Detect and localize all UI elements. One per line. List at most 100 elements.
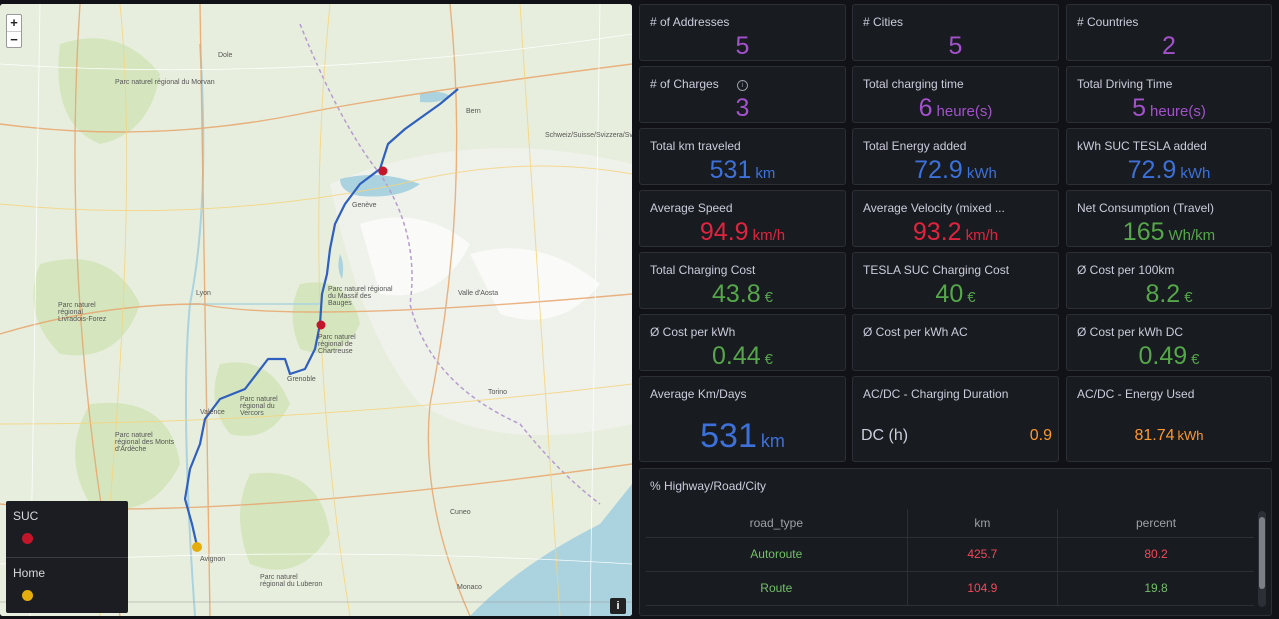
panel-driving-time[interactable]: Total Driving Time 5 heure(s): [1066, 66, 1272, 123]
map-label-grenoble: Grenoble: [287, 376, 316, 383]
value-unit: km/h: [752, 227, 786, 244]
column-header-road-type[interactable]: road_type: [646, 509, 908, 538]
panel-cost-100km[interactable]: Ø Cost per 100km 8.2 €: [1066, 252, 1272, 309]
panel-cost-kwh[interactable]: Ø Cost per kWh 0.44 €: [639, 314, 846, 371]
panel-title: Ø Cost per kWh AC: [863, 325, 968, 339]
value-number: 72.9: [914, 156, 963, 184]
value-number: 2: [1162, 32, 1176, 60]
cell-percent: 80.2: [1057, 537, 1254, 572]
panel-charging-time[interactable]: Total charging time 6 heure(s): [852, 66, 1059, 123]
table-scrollbar[interactable]: [1258, 511, 1266, 607]
value-number: 6: [918, 94, 933, 122]
route-map[interactable]: Parc naturel régional du Morvan Dole Ber…: [0, 4, 632, 616]
value-number: 3: [735, 94, 750, 122]
panel-title: # Countries: [1077, 15, 1138, 29]
panel-suc-cost[interactable]: TESLA SUC Charging Cost 40 €: [852, 252, 1059, 309]
value-number: 165: [1122, 218, 1165, 246]
value-number: 5: [1132, 94, 1147, 122]
map-label-ardeche: Parc naturel régional des Monts d'Ardèch…: [115, 432, 175, 453]
panel-title-text: kWh SUC TESLA added: [1077, 139, 1207, 153]
panel-value: 531 km: [640, 156, 845, 185]
panel-title: Net Consumption (Travel): [1077, 201, 1214, 215]
panel-title-text: # Cities: [863, 15, 904, 29]
map-label-lyon: Lyon: [196, 290, 211, 297]
panel-energy-added[interactable]: Total Energy added 72.9 kWh: [852, 128, 1059, 185]
table-row: Autoroute 425.7 80.2: [646, 537, 1254, 572]
zoom-control: + −: [6, 14, 22, 48]
map-legend: SUC Home: [6, 501, 128, 613]
panel-value: 0.49 €: [1067, 342, 1271, 371]
panel-cost-kwh-dc[interactable]: Ø Cost per kWh DC 0.49 €: [1066, 314, 1272, 371]
panel-title: AC/DC - Charging Duration: [863, 387, 1009, 401]
table-header-row: road_type km percent: [646, 509, 1254, 538]
column-header-percent[interactable]: percent: [1057, 509, 1254, 538]
panel-title: TESLA SUC Charging Cost: [863, 263, 1009, 277]
value-number: 0.44: [711, 342, 761, 370]
map-attribution-button[interactable]: i: [610, 598, 626, 614]
panel-title: Average Km/Days: [650, 387, 747, 401]
panel-value: 5: [853, 32, 1058, 61]
panel-charges[interactable]: # of Charges i 3: [639, 66, 846, 123]
panel-title: Total Charging Cost: [650, 263, 755, 277]
value-unit: kWh: [1177, 428, 1204, 443]
panel-title: Ø Cost per kWh DC: [1077, 325, 1183, 339]
panel-title: Ø Cost per 100km: [1077, 263, 1174, 277]
legend-item-home: Home: [6, 557, 128, 613]
zoom-in-button[interactable]: +: [10, 15, 18, 30]
panel-value: 81.74 kWh: [1067, 427, 1271, 445]
map-label-schweiz: Schweiz/Suisse/Svizzera/Svizra: [545, 132, 632, 139]
value-number: 94.9: [699, 218, 749, 246]
panel-avg-speed[interactable]: Average Speed 94.9 km/h: [639, 190, 846, 247]
panel-acdc-energy[interactable]: AC/DC - Energy Used 81.74 kWh: [1066, 376, 1272, 462]
panel-cost-kwh-ac[interactable]: Ø Cost per kWh AC: [852, 314, 1059, 371]
legend-dot-suc: [22, 533, 33, 544]
panel-title: Ø Cost per kWh: [650, 325, 735, 339]
panel-countries[interactable]: # Countries 2: [1066, 4, 1272, 61]
panel-addresses[interactable]: # of Addresses 5: [639, 4, 846, 61]
legend-label-home: Home: [13, 566, 46, 580]
panel-avg-km-days[interactable]: Average Km/Days 531 km: [639, 376, 846, 462]
value-unit: heure(s): [1150, 103, 1206, 120]
value-number: 8.2: [1145, 280, 1181, 308]
zoom-out-button[interactable]: −: [7, 31, 21, 47]
column-header-km[interactable]: km: [906, 509, 1058, 538]
value-number: 531: [709, 156, 752, 184]
panel-title-text: Total Charging Cost: [650, 263, 756, 277]
panel-value: 5: [640, 32, 845, 61]
panel-title: # of Addresses: [650, 15, 729, 29]
panel-acdc-duration[interactable]: AC/DC - Charging Duration DC (h) 0.9: [852, 376, 1059, 462]
panel-charging-cost[interactable]: Total Charging Cost 43.8 €: [639, 252, 846, 309]
panel-value: 165 Wh/km: [1067, 218, 1271, 247]
legend-label-suc: SUC: [13, 509, 39, 523]
value-unit: heure(s): [936, 103, 993, 120]
panel-km-traveled[interactable]: Total km traveled 531 km: [639, 128, 846, 185]
panel-title-text: Total Driving Time: [1077, 77, 1173, 91]
panel-title: AC/DC - Energy Used: [1077, 387, 1195, 401]
panel-title: Total charging time: [863, 77, 964, 91]
panel-value: 72.9 kWh: [1067, 156, 1271, 185]
panel-value: 5 heure(s): [1067, 94, 1271, 123]
value-unit: €: [1191, 351, 1200, 368]
panel-net-consumption[interactable]: Net Consumption (Travel) 165 Wh/km: [1066, 190, 1272, 247]
panel-title: kWh SUC TESLA added: [1077, 139, 1207, 153]
panel-value: 43.8 €: [640, 280, 845, 309]
panel-avg-velocity[interactable]: Average Velocity (mixed ... 93.2 km/h: [852, 190, 1059, 247]
panel-value: 93.2 km/h: [853, 218, 1058, 247]
panel-value: 40 €: [853, 280, 1058, 309]
map-label-valence: Valence: [200, 409, 225, 416]
info-icon[interactable]: i: [736, 80, 748, 91]
panel-title-text: # Countries: [1077, 15, 1139, 29]
value-unit: kWh: [1180, 165, 1211, 182]
panel-value: 72.9 kWh: [853, 156, 1058, 185]
value-number: 531: [700, 417, 757, 455]
panel-road-type-table[interactable]: % Highway/Road/City road_type km percent…: [639, 468, 1272, 616]
map-label-morvan: Parc naturel régional du Morvan: [115, 79, 215, 86]
panel-value: 94.9 km/h: [640, 218, 845, 247]
scrollbar-thumb[interactable]: [1259, 517, 1265, 589]
map-label-valle-aosta: Valle d'Aosta: [458, 290, 499, 297]
panel-kwh-suc[interactable]: kWh SUC TESLA added 72.9 kWh: [1066, 128, 1272, 185]
panel-title-text: Average Speed: [650, 201, 733, 215]
map-label-dole: Dole: [218, 52, 233, 59]
panel-cities[interactable]: # Cities 5: [852, 4, 1059, 61]
value-unit: €: [1184, 289, 1193, 306]
